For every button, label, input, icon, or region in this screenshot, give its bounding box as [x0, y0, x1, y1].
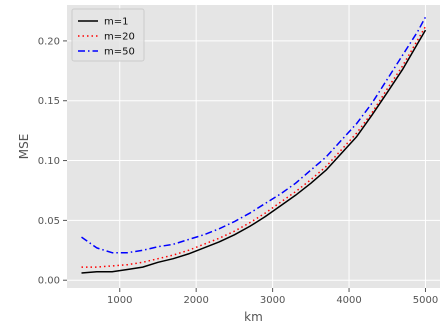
- x-tick-label: 2000: [183, 295, 208, 306]
- series-line-m-1: [81, 29, 427, 274]
- series-line-m-20: [81, 26, 427, 268]
- series-line-m-50: [81, 16, 427, 254]
- x-tick-label: 3000: [260, 295, 285, 306]
- legend-label: m=50: [104, 47, 135, 58]
- x-tick-label: 5000: [413, 295, 438, 306]
- x-tick-label: 4000: [336, 295, 361, 306]
- y-tick-label: 0.10: [38, 156, 60, 167]
- y-tick-label: 0.05: [38, 216, 60, 227]
- legend-box: [71, 8, 145, 62]
- y-tick-label: 0.00: [38, 276, 60, 287]
- y-axis-label: MSE: [17, 134, 31, 160]
- ticks: 1000 2000 3000 4000 5000 0.00 0.05 0.10 0.15 0.20: [38, 36, 438, 306]
- legend-label: m=1: [104, 17, 128, 28]
- legend-label: m=20: [104, 32, 135, 43]
- x-tick-label: 1000: [107, 295, 132, 306]
- x-axis-label: km: [244, 310, 263, 324]
- series-layer: [81, 16, 427, 274]
- y-tick-label: 0.20: [38, 36, 60, 47]
- grid: [67, 5, 440, 288]
- y-tick-label: 0.15: [38, 96, 60, 107]
- legend: m=1 m=20 m=50: [71, 8, 145, 62]
